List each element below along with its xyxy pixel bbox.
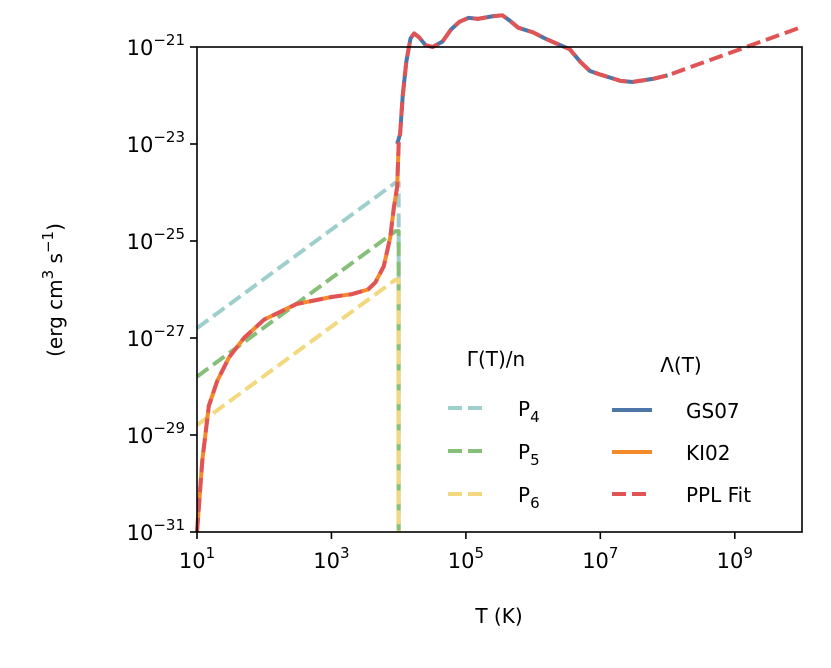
y-tick-label: 10−23 <box>127 128 185 157</box>
x-tick-label: 101 <box>179 544 215 573</box>
legend-label-p4-sub: 4 <box>530 408 540 426</box>
legend-label-p4-base: P <box>518 397 530 421</box>
x-axis-label: T (K) <box>474 604 522 628</box>
legend-label-ppl-fit: PPL Fit <box>686 483 751 507</box>
y-axis-label-part: s <box>43 253 67 270</box>
y-axis-label-part: (erg cm <box>43 279 67 357</box>
cooling-series-ppl-fit <box>195 13 803 533</box>
y-tick-label: 10−21 <box>127 31 185 60</box>
x-tick-label: 109 <box>717 544 753 573</box>
x-tick-label: 107 <box>582 544 618 573</box>
legend-label-p6-base: P <box>518 483 530 507</box>
y-tick-label: 10−25 <box>127 225 185 254</box>
plot-background <box>197 47 802 532</box>
y-tick-label: 10−27 <box>127 322 185 351</box>
legend-label-gs07: GS07 <box>686 399 740 423</box>
legend-label-p5: P5 <box>518 440 540 469</box>
x-tick-label: 103 <box>313 544 349 573</box>
legend-label-p5-base: P <box>518 440 530 464</box>
plot-frame <box>196 46 803 533</box>
legend-label-p6: P6 <box>518 483 540 512</box>
y-axis-label-sup: 3 <box>39 270 57 280</box>
y-tick-label: 10−29 <box>127 419 185 448</box>
tick-layer: 101 103 105 107 109 10−21 10−23 10−25 10−27 10−29… <box>127 31 753 573</box>
cooling-legend: Λ(T) GS07 KI02 PPL Fit <box>612 353 751 507</box>
heating-legend: Γ(T)/n P4 P5 P6 <box>448 347 540 512</box>
y-tick-label: 10−31 <box>127 516 185 545</box>
x-tick-label: 105 <box>448 544 484 573</box>
cooling-legend-title: Λ(T) <box>660 353 702 377</box>
y-axis-label: (erg cm3 s−1) <box>39 223 67 357</box>
y-axis-label-part: ) <box>43 223 67 231</box>
legend-label-p6-sub: 6 <box>530 494 540 512</box>
legend-label-p5-sub: 5 <box>530 451 540 469</box>
series-layer <box>195 13 803 533</box>
legend-label-ki02: KI02 <box>686 441 730 465</box>
heating-legend-title: Γ(T)/n <box>467 347 525 371</box>
legend-label-p4: P4 <box>518 397 540 426</box>
heating-series-p6 <box>195 277 401 532</box>
y-axis-label-sup: −1 <box>39 231 57 253</box>
